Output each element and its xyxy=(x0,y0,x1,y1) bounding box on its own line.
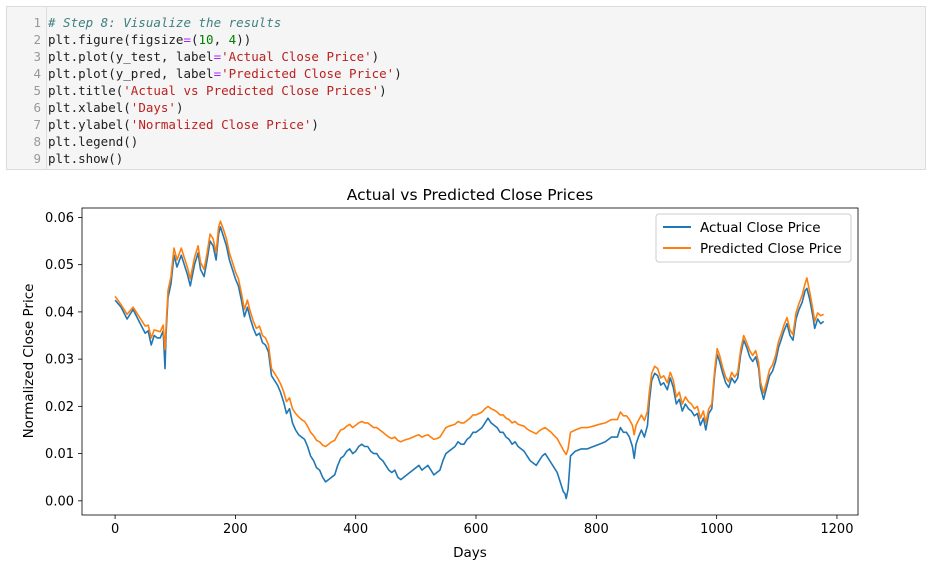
code-token: 4 xyxy=(228,32,237,47)
y-tick-label: 0.02 xyxy=(45,400,74,415)
code-text: plt.title('Actual vs Predicted Close Pri… xyxy=(48,82,387,99)
code-text: plt.show() xyxy=(48,150,123,167)
code-token: = xyxy=(183,32,191,47)
code-text: plt.figure(figsize=(10, 4)) xyxy=(48,31,251,48)
line-chart: 0 200 400 600 800 1000 1200 0.000.010.020.030.… xyxy=(21,186,859,561)
code-line[interactable]: 5 plt.title('Actual vs Predicted Close Pr… xyxy=(7,82,907,99)
code-token: = xyxy=(213,66,222,81)
code-token: ) xyxy=(394,66,402,81)
y-tick-label: 0.01 xyxy=(45,447,74,462)
y-axis-label: Normalized Close Price xyxy=(21,284,37,439)
code-token: plt.show() xyxy=(48,151,124,166)
code-token: plt.plot(y_pred, label xyxy=(48,66,214,81)
x-tick-label: 0 xyxy=(111,522,119,537)
code-line[interactable]: 6 plt.xlabel('Days') xyxy=(7,99,907,116)
code-token: ) xyxy=(371,49,380,64)
legend-label-predicted: Predicted Close Price xyxy=(700,241,842,257)
series-layer xyxy=(114,220,825,500)
code-line[interactable]: 4 plt.plot(y_pred, label='Predicted Close… xyxy=(7,65,907,82)
code-line[interactable]: 8 plt.legend() xyxy=(7,133,907,150)
x-tick-label: 1000 xyxy=(700,522,733,537)
code-token: plt.figure(figsize xyxy=(48,32,184,47)
code-token: 'Predicted Close Price' xyxy=(221,66,395,81)
x-tick-label: 800 xyxy=(584,522,609,537)
y-axis: 0.00 0.01 0.02 0.03 0.04 0.05 0.06 xyxy=(45,211,82,509)
code-text: plt.plot(y_test, label='Actual Close Pri… xyxy=(48,48,379,65)
legend-box xyxy=(655,213,852,263)
code-token: 'Actual vs Predicted Close Prices' xyxy=(123,83,380,98)
code-token: 'Normalized Close Price' xyxy=(130,117,312,132)
code-token: plt.title( xyxy=(48,83,124,98)
line-number: 8 xyxy=(33,134,41,149)
legend: Actual Close Price Predicted Close Price xyxy=(655,213,852,263)
x-tick-label: 400 xyxy=(343,522,368,537)
code-token: ) xyxy=(311,117,319,132)
axes-frame xyxy=(81,207,859,516)
y-tick-label: 0.04 xyxy=(45,305,74,320)
line-number: 2 xyxy=(33,32,41,47)
code-text: plt.ylabel('Normalized Close Price') xyxy=(48,116,319,133)
code-token: )) xyxy=(236,32,252,47)
line-number: 4 xyxy=(33,66,41,81)
x-tick-label: 600 xyxy=(464,522,489,537)
x-axis: 0 200 400 600 800 1000 1200 xyxy=(111,515,853,537)
code-token: 'Actual Close Price' xyxy=(221,49,372,64)
code-token: ( xyxy=(191,32,199,47)
code-token: 'Days' xyxy=(130,100,176,115)
line-number: 1 xyxy=(33,15,41,30)
line-number-gutter xyxy=(7,7,47,169)
code-line[interactable]: 2 plt.figure(figsize=(10, 4)) xyxy=(7,31,907,48)
code-token: # Step 8: Visualize the results xyxy=(48,15,282,30)
line-number: 6 xyxy=(33,100,41,115)
code-token: , xyxy=(213,32,229,47)
x-axis-label: Days xyxy=(453,545,487,561)
code-token: plt.ylabel( xyxy=(48,117,131,132)
code-token: 10 xyxy=(198,32,214,47)
line-number: 7 xyxy=(33,117,41,132)
line-number: 3 xyxy=(33,49,41,64)
chart-title: Actual vs Predicted Close Prices xyxy=(347,186,593,204)
y-tick-label: 0.06 xyxy=(45,211,74,226)
legend-label-actual: Actual Close Price xyxy=(700,220,821,236)
code-line[interactable]: 3 plt.plot(y_test, label='Actual Close Pr… xyxy=(7,48,907,65)
code-text: plt.legend() xyxy=(48,133,138,150)
x-tick-label: 200 xyxy=(223,522,248,537)
code-cell[interactable]: 1 # Step 8: Visualize the results 2 plt.fig… xyxy=(6,6,926,170)
code-line[interactable]: 1 # Step 8: Visualize the results xyxy=(7,14,907,31)
code-token: = xyxy=(213,49,222,64)
x-tick-label: 1200 xyxy=(820,522,853,537)
code-text: plt.plot(y_pred, label='Predicted Close … xyxy=(48,65,402,82)
code-line[interactable]: 7 plt.ylabel('Normalized Close Price') xyxy=(7,116,907,133)
code-token: plt.xlabel( xyxy=(48,100,131,115)
output-figure: 0 200 400 600 800 1000 1200 0.00 0.01 0.02 0.03 0.… xyxy=(0,178,927,565)
y-tick-label: 0.05 xyxy=(45,258,74,273)
code-token: plt.legend() xyxy=(48,134,139,149)
code-token: ) xyxy=(175,100,184,115)
code-line[interactable]: 9 plt.show() xyxy=(7,150,907,167)
line-number: 9 xyxy=(33,151,41,166)
code-token: ) xyxy=(379,83,387,98)
code-text: # Step 8: Visualize the results xyxy=(48,14,281,31)
line-number: 5 xyxy=(33,83,41,98)
series-line-predicted xyxy=(114,220,825,456)
code-text: plt.xlabel('Days') xyxy=(48,99,183,116)
y-tick-label: 0.00 xyxy=(45,494,74,509)
code-token: plt.plot(y_test, label xyxy=(48,49,214,64)
y-tick-label: 0.03 xyxy=(45,353,74,368)
